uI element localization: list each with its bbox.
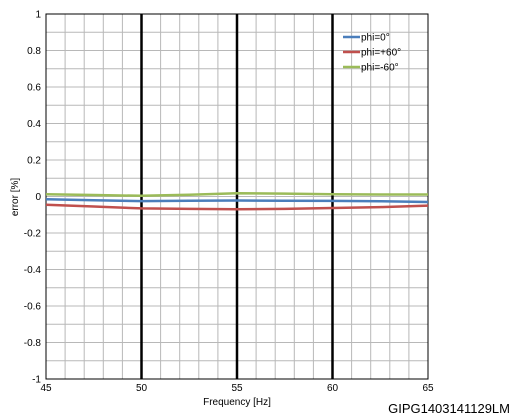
- y-tick-label: -1: [32, 375, 41, 386]
- x-tick-label: 65: [422, 383, 434, 394]
- y-tick-label: 0.4: [27, 119, 41, 130]
- y-tick-label: 0.2: [27, 156, 41, 167]
- y-tick-labels: 1 0.8 0.6 0.4 0.2 0 -0.2 -0.4 -0.6 -0.8 -1: [24, 10, 42, 386]
- y-tick-label: -0.2: [24, 229, 42, 240]
- series-line-phi_0: [45, 197, 429, 204]
- legend-label: phi=0°: [361, 33, 390, 44]
- x-tick-labels: 45 50 55 60 65: [40, 383, 434, 394]
- y-tick-label: 1: [35, 10, 41, 21]
- series-line-phi_minus60: [45, 191, 428, 198]
- legend-label: phi=+60°: [361, 48, 401, 59]
- series-line-phi_plus60: [45, 203, 429, 211]
- series-lines: [45, 191, 429, 211]
- x-tick-label: 60: [327, 383, 339, 394]
- x-tick-label: 55: [231, 383, 243, 394]
- plot-frame: [45, 13, 429, 380]
- x-axis-title: Frequency [Hz]: [203, 397, 271, 408]
- figure-id: GIPG1403141129LM: [388, 401, 510, 416]
- y-tick-label: -0.8: [24, 338, 42, 349]
- x-tick-label: 50: [136, 383, 148, 394]
- legend-label: phi=-60°: [361, 63, 399, 74]
- y-axis-title: error [%]: [10, 178, 21, 217]
- y-tick-label: -0.6: [24, 302, 42, 313]
- y-tick-label: 0: [35, 192, 41, 203]
- x-tick-label: 45: [40, 383, 52, 394]
- y-tick-label: -0.4: [24, 265, 42, 276]
- y-tick-label: 0.8: [27, 46, 41, 57]
- y-tick-label: 0.6: [27, 83, 41, 94]
- legend: phi=0° phi=+60° phi=-60°: [343, 33, 401, 74]
